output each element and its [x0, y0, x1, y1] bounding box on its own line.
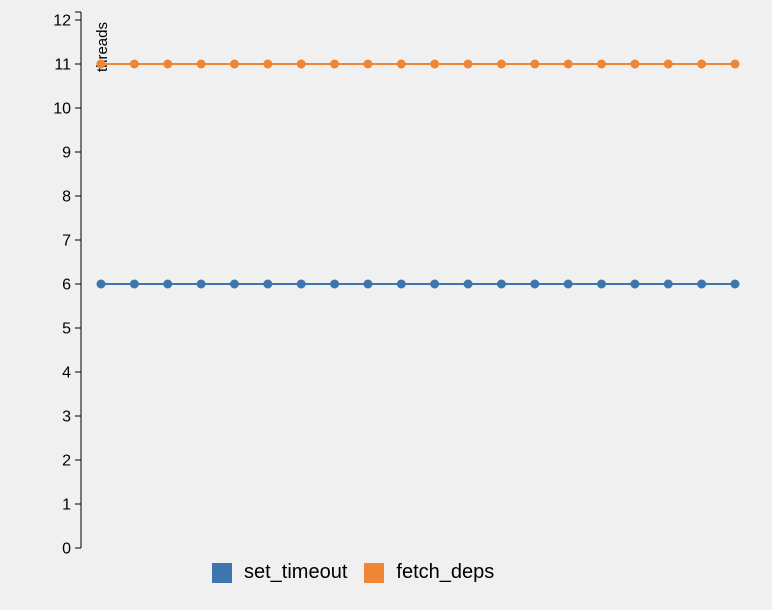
data-point-fetch-deps-1[interactable]	[96, 59, 106, 69]
data-point-set-timeout-8[interactable]	[330, 279, 340, 289]
data-point-fetch-deps-3[interactable]	[163, 59, 173, 69]
data-point-fetch-deps-13[interactable]	[496, 59, 506, 69]
data-point-set-timeout-20[interactable]	[730, 279, 740, 289]
data-point-set-timeout-10[interactable]	[396, 279, 406, 289]
y-tick-label-1: 1	[62, 497, 71, 514]
legend-label-fetch-deps: fetch_deps	[396, 561, 495, 583]
y-tick-label-11: 11	[54, 57, 71, 74]
y-tick-label-5: 5	[62, 321, 71, 338]
legend: set_timeout fetch_deps	[212, 561, 511, 584]
y-tick-label-7: 7	[62, 233, 71, 250]
series-set-timeout	[96, 279, 740, 289]
data-point-set-timeout-19[interactable]	[697, 279, 707, 289]
y-tick-label-10: 10	[53, 101, 71, 118]
data-point-set-timeout-17[interactable]	[630, 279, 640, 289]
data-point-set-timeout-3[interactable]	[163, 279, 173, 289]
data-point-set-timeout-16[interactable]	[597, 279, 607, 289]
data-point-set-timeout-12[interactable]	[463, 279, 473, 289]
y-tick-label-0: 0	[62, 541, 71, 558]
series-layer	[96, 59, 740, 289]
y-tick-label-8: 8	[62, 189, 71, 206]
data-point-set-timeout-6[interactable]	[263, 279, 273, 289]
legend-item-fetch-deps[interactable]: fetch_deps	[364, 561, 494, 584]
y-tick-label-12: 12	[53, 13, 71, 30]
data-point-set-timeout-13[interactable]	[496, 279, 506, 289]
data-point-set-timeout-7[interactable]	[296, 279, 306, 289]
data-point-fetch-deps-11[interactable]	[430, 59, 440, 69]
data-point-set-timeout-15[interactable]	[563, 279, 573, 289]
legend-swatch-set-timeout	[212, 562, 232, 583]
data-point-fetch-deps-9[interactable]	[363, 59, 373, 69]
data-point-fetch-deps-7[interactable]	[296, 59, 306, 69]
data-point-fetch-deps-16[interactable]	[597, 59, 607, 69]
data-point-fetch-deps-4[interactable]	[196, 59, 206, 69]
data-point-set-timeout-1[interactable]	[96, 279, 106, 289]
data-point-set-timeout-2[interactable]	[129, 279, 139, 289]
legend-label-set-timeout: set_timeout	[244, 561, 348, 583]
data-point-set-timeout-9[interactable]	[363, 279, 373, 289]
data-point-fetch-deps-18[interactable]	[663, 59, 673, 69]
data-point-fetch-deps-8[interactable]	[330, 59, 340, 69]
legend-swatch-fetch-deps	[364, 562, 385, 583]
data-point-set-timeout-5[interactable]	[229, 279, 239, 289]
data-point-fetch-deps-5[interactable]	[229, 59, 239, 69]
legend-item-set-timeout[interactable]: set_timeout	[212, 561, 347, 584]
data-point-set-timeout-4[interactable]	[196, 279, 206, 289]
data-point-fetch-deps-12[interactable]	[463, 59, 473, 69]
y-tick-label-3: 3	[62, 409, 71, 426]
data-point-fetch-deps-10[interactable]	[396, 59, 406, 69]
data-point-fetch-deps-19[interactable]	[697, 59, 707, 69]
data-point-set-timeout-18[interactable]	[663, 279, 673, 289]
y-tick-label-4: 4	[62, 365, 71, 382]
data-point-fetch-deps-15[interactable]	[563, 59, 573, 69]
data-point-fetch-deps-2[interactable]	[129, 59, 139, 69]
y-tick-label-6: 6	[62, 277, 71, 294]
y-axis-label: threads	[94, 22, 111, 72]
data-point-fetch-deps-14[interactable]	[530, 59, 540, 69]
y-tick-label-9: 9	[62, 145, 71, 162]
data-point-fetch-deps-17[interactable]	[630, 59, 640, 69]
data-point-fetch-deps-6[interactable]	[263, 59, 273, 69]
series-fetch-deps	[96, 59, 740, 69]
data-point-set-timeout-14[interactable]	[530, 279, 540, 289]
data-point-set-timeout-11[interactable]	[430, 279, 440, 289]
y-tick-label-2: 2	[62, 453, 71, 470]
data-point-fetch-deps-20[interactable]	[730, 59, 740, 69]
